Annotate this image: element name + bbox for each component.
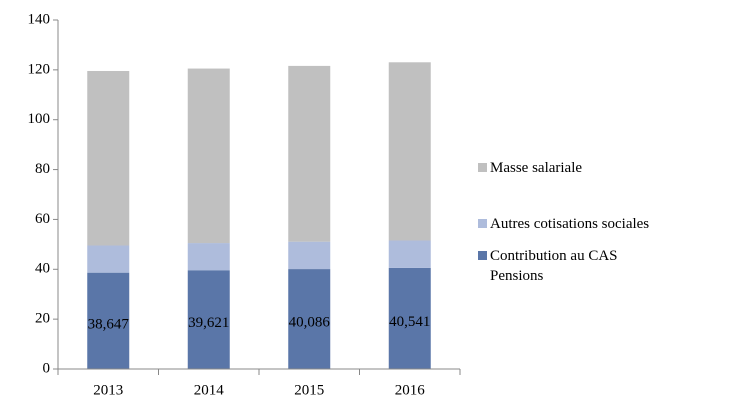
legend-label: Masse salariale xyxy=(490,160,583,176)
y-tick-label: 40 xyxy=(35,261,50,277)
bar-segment xyxy=(187,243,230,271)
legend-entry: Autres cotisations sociales xyxy=(478,214,738,234)
y-tick-label: 20 xyxy=(35,311,50,327)
legend-swatch xyxy=(478,251,487,260)
bar-segment xyxy=(288,269,331,369)
data-label: 40,086 xyxy=(289,314,331,330)
y-tick-label: 120 xyxy=(28,61,51,77)
bar-segment xyxy=(288,241,331,270)
bar-segment xyxy=(388,62,431,241)
legend-swatch xyxy=(478,219,487,228)
legend-entry: Masse salariale xyxy=(478,158,738,178)
bar-segment xyxy=(388,267,431,369)
bar-segment xyxy=(187,270,230,369)
y-tick-label: 100 xyxy=(28,111,51,127)
x-tick-label: 2014 xyxy=(194,382,225,398)
y-tick-label: 80 xyxy=(35,161,50,177)
data-label: 39,621 xyxy=(188,315,229,331)
x-tick-label: 2016 xyxy=(395,382,426,398)
bar-segment xyxy=(87,245,130,273)
bar-segment xyxy=(187,68,230,244)
bar-segment xyxy=(288,65,331,242)
y-tick-label: 140 xyxy=(28,11,51,27)
x-tick-label: 2013 xyxy=(93,382,123,398)
bar-segment xyxy=(87,70,130,246)
legend-swatch xyxy=(478,163,487,172)
legend-label: Contribution au CAS Pensions xyxy=(490,248,618,284)
legend-entry: Contribution au CAS Pensions xyxy=(478,246,738,286)
bar-segment xyxy=(388,240,431,268)
y-tick-label: 60 xyxy=(35,211,50,227)
x-tick-label: 2015 xyxy=(294,382,324,398)
data-label: 38,647 xyxy=(88,316,130,332)
y-tick-label: 0 xyxy=(43,360,51,376)
data-label: 40,541 xyxy=(389,314,430,330)
bar-segment xyxy=(87,272,130,369)
legend-label: Autres cotisations sociales xyxy=(490,216,650,232)
